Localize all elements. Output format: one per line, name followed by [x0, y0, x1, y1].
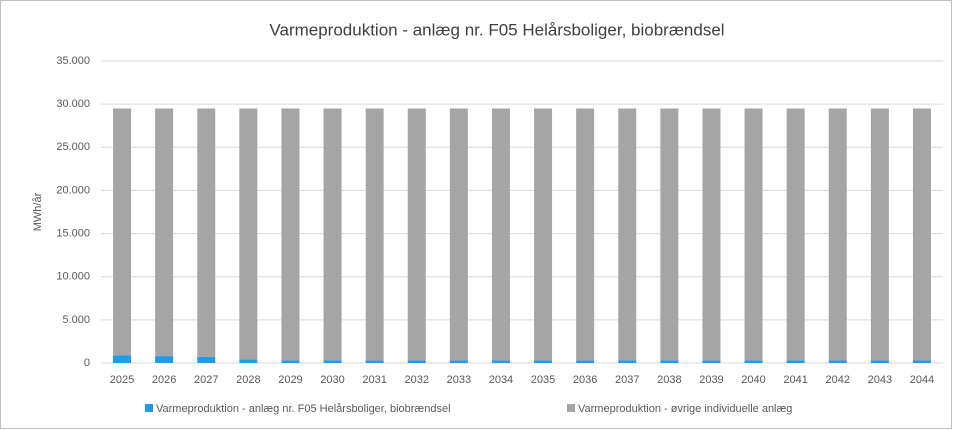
bar-segment	[702, 108, 721, 361]
bar-segment	[660, 108, 679, 361]
y-tick-label: 20.000	[56, 184, 90, 196]
bar-segment	[365, 108, 384, 361]
bar-segment	[870, 360, 889, 363]
x-tick-label: 2040	[741, 374, 765, 386]
bar-segment	[576, 360, 595, 363]
bar-segment	[113, 355, 132, 363]
x-tick-label: 2028	[236, 374, 260, 386]
x-tick-label: 2038	[657, 374, 681, 386]
x-tick-label: 2029	[278, 374, 302, 386]
y-tick-label: 10.000	[56, 271, 90, 283]
bar-segment	[155, 108, 174, 357]
x-tick-label: 2035	[531, 374, 555, 386]
x-tick-label: 2042	[826, 374, 850, 386]
bar-segment	[534, 108, 553, 361]
x-tick-label: 2036	[573, 374, 597, 386]
y-tick-label: 35.000	[56, 55, 90, 67]
x-tick-label: 2026	[152, 374, 176, 386]
bar-segment	[323, 360, 342, 363]
bar-segment	[365, 360, 384, 363]
x-tick-label: 2031	[362, 374, 386, 386]
y-tick-label: 25.000	[56, 141, 90, 153]
bar-segment	[407, 360, 426, 363]
legend-label: Varmeproduktion - øvrige individuelle an…	[578, 403, 792, 415]
x-tick-label: 2034	[489, 374, 513, 386]
legend-swatch	[145, 404, 153, 412]
bar-segment	[197, 356, 216, 363]
x-tick-label: 2030	[320, 374, 344, 386]
bar-segment	[870, 108, 889, 361]
x-tick-label: 2037	[615, 374, 639, 386]
x-tick-label: 2032	[405, 374, 429, 386]
y-tick-label: 30.000	[56, 98, 90, 110]
y-axis-label: MWh/år	[32, 192, 44, 231]
legend-swatch	[567, 404, 575, 412]
bar-segment	[239, 359, 258, 363]
x-tick-label: 2027	[194, 374, 218, 386]
x-tick-label: 2041	[783, 374, 807, 386]
bar-segment	[449, 108, 468, 361]
bar-segment	[828, 108, 847, 361]
bar-segment	[323, 108, 342, 361]
bar-segment	[618, 108, 637, 361]
legend-label: Varmeproduktion - anlæg nr. F05 Helårsbo…	[156, 403, 451, 415]
y-tick-label: 5.000	[62, 314, 90, 326]
x-tick-label: 2043	[868, 374, 892, 386]
bar-segment	[744, 360, 763, 363]
bar-segment	[197, 108, 216, 357]
bar-segment	[744, 108, 763, 361]
x-tick-label: 2039	[699, 374, 723, 386]
bar-segment	[912, 360, 931, 363]
x-tick-label: 2044	[910, 374, 934, 386]
bar-segment	[534, 360, 553, 363]
bar-segment	[786, 108, 805, 361]
chart-title: Varmeproduktion - anlæg nr. F05 Helårsbo…	[269, 20, 724, 39]
bar-segment	[281, 108, 300, 361]
bar-segment	[239, 108, 258, 360]
bar-segment	[618, 360, 637, 363]
bar-segment	[912, 108, 931, 361]
bar-segment	[407, 108, 426, 361]
bar-segment	[155, 356, 174, 363]
bar-segment	[281, 360, 300, 363]
bar-segment	[491, 360, 510, 363]
bar-segment	[702, 360, 721, 363]
bar-segment	[660, 360, 679, 363]
bar-segment	[113, 108, 132, 356]
bar-segment	[576, 108, 595, 361]
x-tick-label: 2025	[110, 374, 134, 386]
y-tick-label: 0	[84, 357, 90, 369]
y-tick-label: 15.000	[56, 227, 90, 239]
x-tick-label: 2033	[447, 374, 471, 386]
bar-segment	[828, 360, 847, 363]
bar-segment	[491, 108, 510, 361]
bar-segment	[786, 360, 805, 363]
bar-segment	[449, 360, 468, 363]
